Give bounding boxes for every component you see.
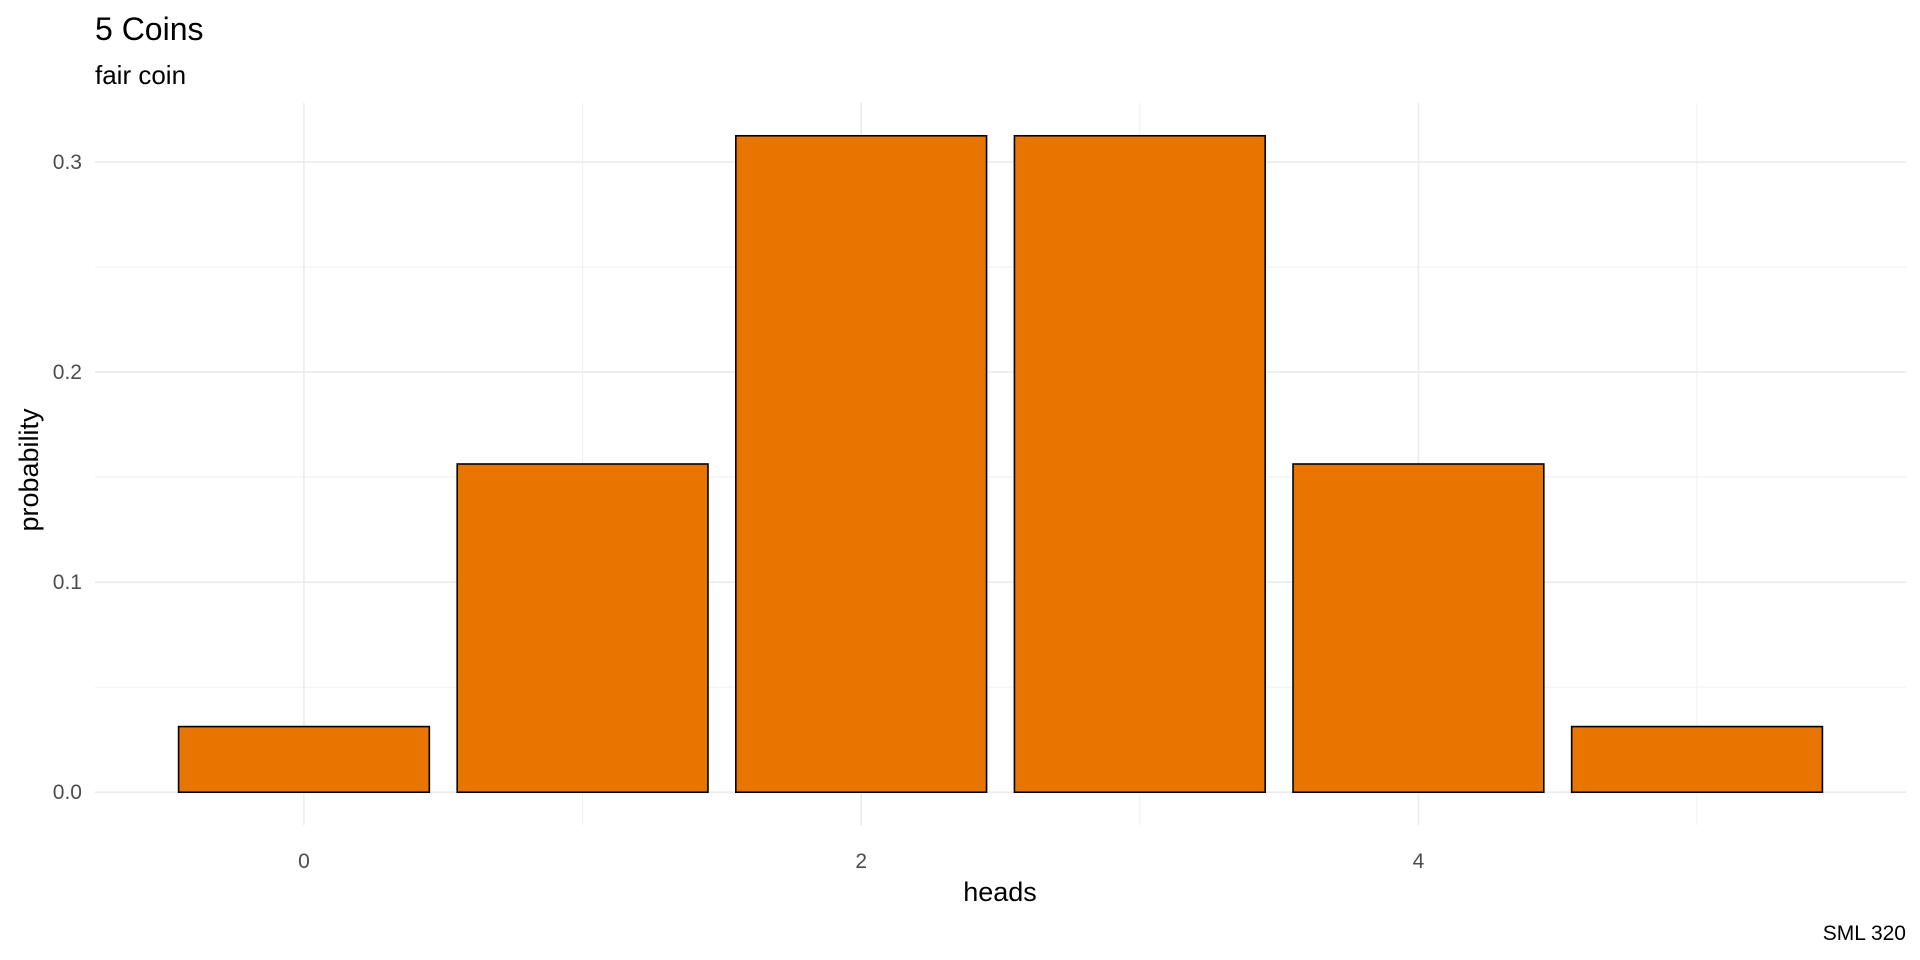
bar-2: [735, 134, 988, 794]
y-axis-title: probability: [14, 408, 44, 532]
x-tick-label: 0: [298, 850, 310, 873]
y-tick-label: 0.0: [53, 781, 82, 804]
bars: [177, 134, 1824, 794]
chart-title: 5 Coins: [95, 11, 204, 47]
grid-lines: [95, 103, 1906, 825]
bar-5: [1570, 725, 1824, 794]
y-tick-label: 0.3: [53, 151, 82, 174]
chart-subtitle: fair coin: [95, 60, 186, 90]
chart-caption: SML 320: [1823, 922, 1906, 945]
y-tick-label: 0.1: [53, 571, 82, 594]
x-tick-label: 2: [855, 850, 867, 873]
y-tick-label: 0.2: [53, 361, 82, 384]
x-tick-label: 4: [1413, 850, 1425, 873]
bar-1: [456, 463, 709, 794]
bar-4: [1292, 463, 1545, 794]
tick-labels: 0 2 4 0.0 0.1 0.2 0.3: [53, 151, 1425, 873]
bar-3: [1013, 134, 1266, 794]
x-axis-title: heads: [963, 877, 1037, 907]
bar-0: [177, 725, 431, 794]
